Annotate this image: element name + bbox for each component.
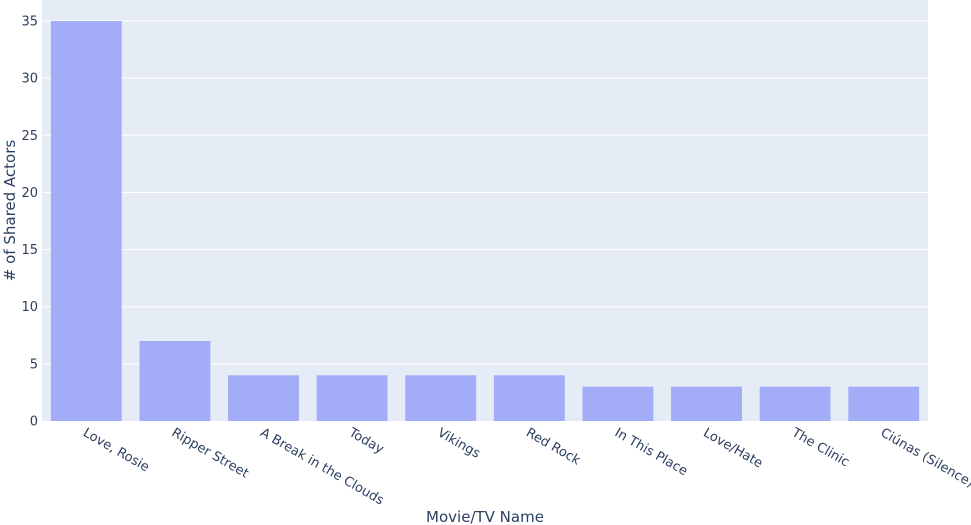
bar-vikings[interactable]: [405, 375, 477, 421]
x-tick-label: Ripper Street: [169, 425, 251, 481]
bar-a-break-in-the-clouds[interactable]: [228, 375, 299, 421]
bar-ci-nas-silence[interactable]: [848, 386, 920, 421]
x-tick-label: Ciúnas (Silence): [878, 425, 971, 491]
y-tick-label: 5: [30, 357, 38, 372]
bars: [50, 21, 920, 422]
x-axis-title: Movie/TV Name: [426, 508, 544, 525]
x-tick-label: Love/Hate: [701, 425, 766, 471]
x-tick-label: Vikings: [435, 425, 483, 461]
x-tick-label: Red Rock: [523, 425, 583, 468]
x-tick-label: The Clinic: [788, 425, 851, 470]
bar-love-hate[interactable]: [671, 386, 742, 421]
y-axis-title: # of Shared Actors: [1, 140, 19, 282]
x-axis-ticks: Love, Rosie Ripper Street A Break in the C…: [80, 425, 971, 509]
bar-in-this-place[interactable]: [582, 386, 654, 421]
bar-today[interactable]: [316, 375, 388, 421]
y-tick-label: 0: [30, 415, 38, 430]
bar-red-rock[interactable]: [493, 375, 565, 421]
y-tick-label: 10: [21, 300, 38, 315]
bar-ripper-street[interactable]: [139, 341, 211, 421]
x-tick-label: Love, Rosie: [80, 425, 151, 475]
x-tick-label: In This Place: [612, 425, 690, 479]
y-axis-ticks: 0 5 10 15 20 25 30 35: [21, 15, 38, 430]
bar-the-clinic[interactable]: [759, 386, 831, 421]
y-tick-label: 25: [21, 129, 38, 144]
y-tick-label: 20: [21, 186, 38, 201]
y-tick-label: 35: [21, 15, 38, 30]
x-tick-label: Today: [345, 425, 386, 457]
bar-love-rosie[interactable]: [50, 21, 122, 422]
y-tick-label: 15: [21, 243, 38, 258]
y-tick-label: 30: [21, 72, 38, 87]
